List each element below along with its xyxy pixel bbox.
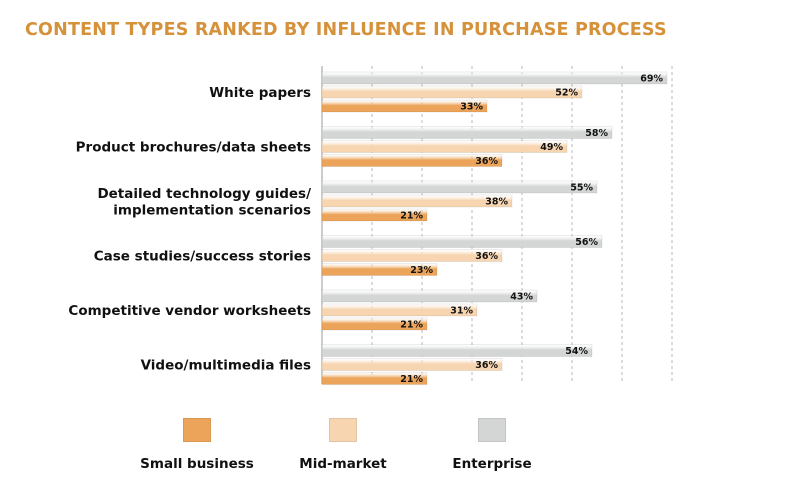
bar-small-business — [321, 263, 438, 276]
legend-item-mid-market: Mid-market — [283, 418, 403, 472]
data-label-enterprise: 54% — [565, 346, 588, 357]
bar-mid-market — [321, 303, 478, 317]
data-label-small-business: 21% — [400, 211, 423, 222]
bar-mid-market — [321, 358, 503, 371]
data-label-mid-market: 36% — [475, 360, 498, 371]
data-label-mid-market: 36% — [475, 251, 498, 262]
bar-mid-market — [321, 194, 513, 208]
data-label-mid-market: 49% — [540, 142, 563, 153]
bar-small-business — [321, 154, 503, 167]
legend: Small business Mid-market Enterprise — [0, 418, 786, 478]
legend-swatch-small-business — [183, 418, 211, 442]
chart-title: CONTENT TYPES RANKED BY INFLUENCE IN PUR… — [25, 20, 667, 40]
data-label-enterprise: 69% — [640, 74, 663, 85]
bar-enterprise — [321, 71, 668, 85]
bar-enterprise — [321, 344, 593, 357]
bar-enterprise — [321, 180, 598, 194]
data-label-small-business: 36% — [475, 156, 498, 167]
data-label-mid-market: 38% — [485, 197, 508, 208]
bar-mid-market — [321, 249, 503, 262]
bar-mid-market — [321, 85, 583, 99]
bar-enterprise — [321, 289, 538, 303]
category-label: Product brochures/data sheets — [76, 140, 311, 156]
data-label-small-business: 33% — [460, 102, 483, 113]
category-label: White papers — [209, 85, 311, 101]
bar-enterprise — [321, 235, 603, 248]
bar-mid-market — [321, 140, 568, 153]
legend-swatch-enterprise — [478, 418, 506, 442]
category-label: Competitive vendor worksheets — [68, 303, 311, 319]
bar-enterprise — [321, 126, 613, 139]
data-label-mid-market: 52% — [555, 88, 578, 99]
data-label-small-business: 21% — [400, 374, 423, 385]
legend-item-small-business: Small business — [137, 418, 257, 472]
legend-label-mid-market: Mid-market — [299, 456, 387, 472]
bar-small-business — [321, 208, 428, 222]
legend-item-enterprise: Enterprise — [432, 418, 552, 472]
legend-label-small-business: Small business — [140, 456, 254, 472]
category-label: implementation scenarios — [113, 202, 311, 218]
data-label-mid-market: 31% — [450, 306, 473, 317]
category-label: Detailed technology guides/ — [97, 186, 311, 202]
category-label: Case studies/success stories — [94, 249, 311, 265]
category-label: Video/multimedia files — [141, 358, 311, 374]
legend-swatch-mid-market — [329, 418, 357, 442]
data-label-small-business: 21% — [400, 320, 423, 331]
data-label-small-business: 23% — [410, 265, 433, 276]
bar-small-business — [321, 99, 488, 113]
bar-small-business — [321, 317, 428, 331]
bar-small-business — [321, 372, 428, 385]
legend-label-enterprise: Enterprise — [452, 456, 532, 472]
data-label-enterprise: 58% — [585, 128, 608, 139]
bar-chart: 69% 52% 33% White papers 58% 49% 36% Product br… — [68, 66, 673, 385]
data-label-enterprise: 43% — [510, 292, 533, 303]
data-label-enterprise: 56% — [575, 237, 598, 248]
data-label-enterprise: 55% — [570, 183, 593, 194]
